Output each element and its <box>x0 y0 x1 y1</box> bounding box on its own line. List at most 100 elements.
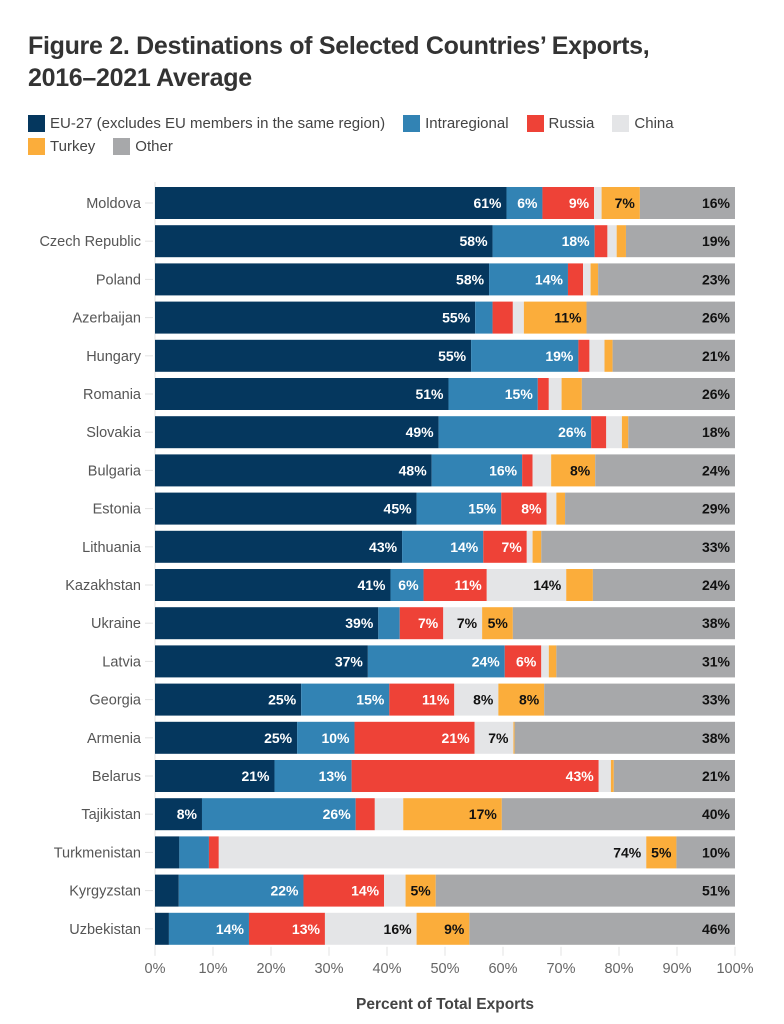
category-label-czech-republic: Czech Republic <box>39 234 141 250</box>
category-label-kyrgyzstan: Kyrgyzstan <box>69 884 141 900</box>
bar-poland-turkey <box>590 263 599 296</box>
bar-azerbaijan-turkey <box>523 301 587 334</box>
bar-slovakia-turkey <box>621 416 629 449</box>
data-label-estonia-russia: 8% <box>521 501 542 517</box>
bar-tajikistan-intraregional <box>201 798 356 831</box>
data-label-hungary-intraregional: 19% <box>545 348 574 364</box>
legend: EU-27 (excludes EU members in the same r… <box>28 112 768 158</box>
bar-slovakia-intraregional <box>438 416 592 449</box>
bar-lithuania-eu-27 <box>155 530 403 563</box>
category-label-hungary: Hungary <box>86 349 142 365</box>
data-label-belarus-russia: 43% <box>566 768 595 784</box>
legend-item-china: China <box>612 115 674 132</box>
bar-slovakia-eu-27 <box>155 416 439 449</box>
bar-tajikistan-china <box>374 798 404 831</box>
category-label-estonia: Estonia <box>93 502 142 518</box>
data-label-hungary-other: 21% <box>702 348 731 364</box>
bar-ukraine-eu-27 <box>155 607 379 640</box>
data-label-latvia-intraregional: 24% <box>472 653 501 669</box>
data-label-armenia-russia: 21% <box>442 730 471 746</box>
legend-label-china: China <box>634 115 674 132</box>
category-label-tajikistan: Tajikistan <box>81 807 141 823</box>
legend-swatch-other <box>113 138 131 155</box>
category-label-georgia: Georgia <box>89 693 142 709</box>
data-label-kazakhstan-other: 24% <box>702 577 731 593</box>
data-label-uzbekistan-other: 46% <box>702 921 731 937</box>
bar-romania-russia <box>537 378 549 410</box>
bar-poland-other <box>598 263 735 296</box>
bar-latvia-russia <box>504 645 542 678</box>
x-tick-label: 10% <box>198 961 227 977</box>
chart-title: Figure 2. Destinations of Selected Count… <box>28 30 768 94</box>
bar-armenia-intraregional <box>297 721 355 754</box>
data-label-uzbekistan-turkey: 9% <box>444 921 465 937</box>
bar-romania-eu-27 <box>155 378 449 410</box>
bar-moldova-china <box>594 187 602 219</box>
bar-kyrgyzstan-china <box>384 874 406 907</box>
bar-estonia-other <box>565 492 735 525</box>
data-label-ukraine-eu-27: 39% <box>345 615 374 631</box>
axis-layer: 0% 10% 20% 30% 40% 50% 60% 70% 80% 90% 100% Moldova… <box>39 182 754 977</box>
data-label-uzbekistan-china: 16% <box>384 921 413 937</box>
category-label-armenia: Armenia <box>87 731 142 747</box>
data-label-estonia-eu-27: 45% <box>384 501 413 517</box>
bar-romania-intraregional <box>448 378 538 410</box>
bar-kazakhstan-turkey <box>566 569 593 601</box>
x-tick-label: 20% <box>256 961 285 977</box>
bar-kazakhstan-russia <box>423 569 487 601</box>
data-label-poland-eu-27: 58% <box>456 271 485 287</box>
legend-item-other: Other <box>113 138 173 155</box>
bar-hungary-china <box>589 339 605 372</box>
bar-ukraine-russia <box>399 607 444 640</box>
bar-uzbekistan-china <box>324 912 417 945</box>
data-label-azerbaijan-turkey: 11% <box>554 310 582 326</box>
bar-azerbaijan-russia <box>492 301 513 334</box>
bar-romania-turkey <box>561 378 582 410</box>
bar-romania-china <box>548 378 562 410</box>
bar-hungary-other <box>612 339 735 372</box>
legend-row-1: EU-27 (excludes EU members in the same r… <box>28 112 768 135</box>
bar-bulgaria-china <box>532 454 552 487</box>
category-label-moldova: Moldova <box>86 196 142 212</box>
legend-item-eu27: EU-27 (excludes EU members in the same r… <box>28 115 385 132</box>
data-label-ukraine-turkey: 5% <box>488 615 509 631</box>
legend-label-eu27: EU-27 (excludes EU members in the same r… <box>50 115 386 132</box>
bar-belarus-russia <box>351 760 599 792</box>
data-label-georgia-other: 33% <box>702 692 731 708</box>
data-label-kazakhstan-russia: 11% <box>455 577 483 593</box>
bar-kazakhstan-intraregional <box>390 569 424 601</box>
category-label-slovakia: Slovakia <box>86 425 142 441</box>
bar-hungary-intraregional <box>471 339 579 372</box>
data-label-lithuania-eu-27: 43% <box>369 539 398 555</box>
data-label-uzbekistan-intraregional: 14% <box>216 921 245 937</box>
bar-bulgaria-other <box>595 454 735 487</box>
data-label-ukraine-russia: 7% <box>418 615 439 631</box>
legend-label-intraregional: Intraregional <box>425 115 509 132</box>
legend-swatch-russia <box>526 115 544 132</box>
data-label-armenia-other: 38% <box>702 730 731 746</box>
bar-azerbaijan-eu-27 <box>155 301 476 334</box>
x-axis-title: Percent of Total Exports <box>356 996 534 1013</box>
bar-belarus-china <box>598 760 611 792</box>
data-label-lithuania-intraregional: 14% <box>450 539 479 555</box>
bar-uzbekistan-intraregional <box>168 912 249 945</box>
bar-lithuania-china <box>526 530 533 563</box>
category-label-latvia: Latvia <box>102 654 142 670</box>
bar-turkmenistan-china <box>218 836 647 869</box>
bar-estonia-turkey <box>556 492 566 525</box>
data-label-georgia-russia: 11% <box>422 692 450 708</box>
bar-moldova-eu-27 <box>155 187 507 219</box>
bar-czech-republic-russia <box>594 225 608 258</box>
bar-kyrgyzstan-other <box>435 874 735 907</box>
data-label-ukraine-china: 7% <box>457 615 478 631</box>
bar-latvia-turkey <box>548 645 557 678</box>
data-label-kazakhstan-intraregional: 6% <box>398 577 419 593</box>
bar-kyrgyzstan-turkey <box>405 874 436 907</box>
x-tick-label: 60% <box>488 961 517 977</box>
bar-czech-republic-china <box>607 225 617 258</box>
bar-azerbaijan-intraregional <box>475 301 493 334</box>
legend-swatch-eu27 <box>28 115 45 132</box>
bar-armenia-other <box>514 721 735 754</box>
data-label-romania-intraregional: 15% <box>505 386 534 402</box>
